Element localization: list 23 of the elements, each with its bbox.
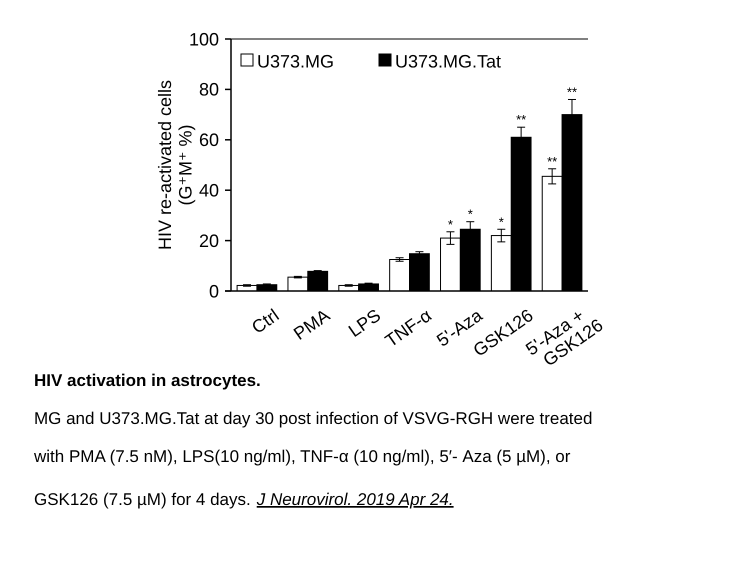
text: HIV activation in astrocytes.: [34, 371, 261, 390]
y-tick-label: 40: [198, 180, 219, 200]
y-tick-label: 20: [198, 230, 219, 251]
y-tick-label: 80: [198, 80, 219, 100]
x-tick-label: Ctrl: [248, 305, 283, 338]
annotation: *: [448, 216, 453, 232]
x-tick-label: PMA: [290, 305, 334, 344]
legend-label: U373.MG.Tat: [395, 51, 502, 72]
annotation: *: [468, 206, 473, 222]
text: GSK126 (7.5 µM) for 4 days.: [34, 490, 251, 509]
text: J Neurovirol. 2019 Apr 24.: [256, 490, 454, 509]
legend-label: U373.MG: [257, 51, 334, 72]
annotation: **: [547, 154, 558, 169]
text: MG and U373.MG.Tat at day 30 post infection of VSVG-RGH were treated: [34, 409, 592, 428]
x-tick-label: LPS: [344, 305, 384, 342]
annotation: **: [566, 84, 578, 100]
y-tick-label: 60: [198, 130, 219, 150]
annotation: **: [516, 112, 526, 128]
y-tick-label: 0: [208, 281, 219, 302]
text: with PMA (7.5 nM), LPS(10 ng/ml), TNF-α (10 ng/ml), 5′- Aza (5 µM), or: [33, 447, 571, 466]
y-tick-label: 100: [188, 29, 219, 50]
y-axis-title: HIV re-activated cells (G⁺M⁺ %): [155, 80, 196, 250]
annotation: *: [498, 214, 504, 230]
